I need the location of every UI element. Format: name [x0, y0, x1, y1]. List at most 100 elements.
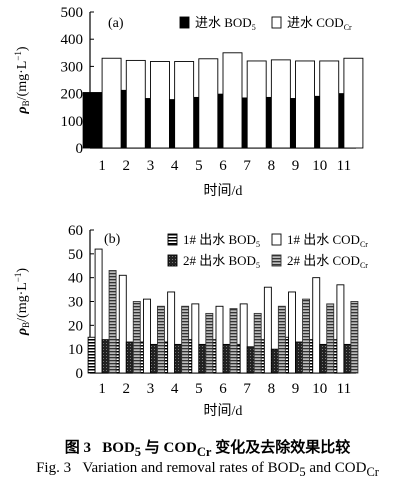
x-tick-label: 1 — [98, 158, 106, 174]
bar-a-series2-day6 — [222, 52, 243, 149]
legend-swatch — [167, 233, 178, 246]
legend-swatch — [271, 254, 282, 267]
bar-a-series2-day3 — [150, 61, 170, 149]
bar-a-series2-day5 — [198, 58, 219, 149]
x-tick-label: 7 — [243, 381, 251, 397]
bar-b-series3-day6 — [222, 343, 231, 374]
bar-b-series2-day2 — [118, 274, 127, 374]
bar-a-series2-day2 — [125, 59, 146, 149]
x-tick-label: 8 — [268, 158, 276, 174]
chart-panel-b: 0 10 20 30 40 50 60 1 2 3 4 5 6 7 8 9 10 11 ρB/(mg·L−1) 时间/… — [13, 223, 368, 419]
bar-b-series4-day6 — [229, 308, 238, 374]
x-axis-title: 时间/d — [204, 183, 243, 199]
legend-label: 2# 出水 BOD5 — [183, 253, 260, 270]
legend-label: 1# 出水 BOD5 — [183, 232, 260, 249]
chart-panel-a: 0 100 200 300 400 500 1 2 3 4 5 6 7 8 9 10 11 ρB/(mg·L−1)… — [13, 5, 364, 199]
y-tick-label: 300 — [61, 59, 84, 75]
figure-caption-english: Fig. 3 Variation and removal rates of BO… — [0, 460, 415, 480]
caption-cn-figure-number: 图 3 — [64, 440, 92, 456]
y-tick-label: 50 — [68, 247, 83, 263]
caption-cn-bod-subscript: 5 — [134, 445, 142, 459]
bar-b-series2-day1 — [94, 248, 103, 374]
bar-b-series3-day1 — [101, 339, 110, 374]
bar-b-series3-day2 — [125, 341, 134, 374]
y-tick-label: 500 — [61, 5, 84, 21]
y-tick-label: 0 — [76, 366, 84, 382]
x-tick-label: 9 — [292, 158, 300, 174]
x-tick-label: 3 — [147, 158, 155, 174]
caption-cn-text: 变化及去除效果比较 — [211, 440, 351, 456]
bar-b-series3-day5 — [198, 343, 207, 374]
legend-label: 1# 出水 CODCr — [287, 232, 368, 249]
bar-b-series2-day3 — [143, 298, 151, 374]
bar-b-series4-day8 — [277, 305, 286, 374]
bar-b-series2-day4 — [167, 291, 176, 374]
bar-a-series2-day7 — [246, 60, 267, 149]
y-tick-label: 10 — [68, 342, 83, 358]
x-tick-label: 4 — [171, 158, 179, 174]
x-tick-label: 7 — [243, 158, 251, 174]
y-axis-title: ρB/(mg·L−1) — [13, 46, 31, 114]
bar-a-series1-day1 — [82, 92, 103, 149]
bar-b-series4-day1 — [108, 270, 117, 374]
bar-b-series2-day8 — [263, 286, 272, 374]
x-tick-label: 2 — [123, 158, 131, 174]
x-tick-label: 8 — [268, 381, 276, 397]
bar-b-series2-day5 — [191, 303, 200, 374]
bar-b-series1-day1 — [87, 336, 96, 374]
bar-b-series4-day11 — [350, 301, 359, 374]
y-tick-label: 200 — [61, 87, 84, 103]
bar-b-series3-day8 — [270, 348, 279, 374]
bar-b-series3-day4 — [174, 343, 183, 374]
x-tick-label: 11 — [337, 381, 351, 397]
legend-label: 进水 BOD5 — [195, 15, 256, 32]
x-tick-label: 11 — [337, 158, 351, 174]
x-tick-label: 10 — [312, 158, 327, 174]
x-tick-label: 5 — [195, 158, 203, 174]
bar-a-series2-day4 — [174, 61, 195, 149]
caption-en-figure-number: Fig. 3 — [36, 460, 72, 476]
x-tick-label: 4 — [171, 381, 179, 397]
caption-en-cod-subscript: Cr — [366, 465, 379, 479]
caption-en-text: Variation and removal rates of BOD — [82, 460, 300, 476]
legend-swatch — [271, 16, 282, 29]
caption-cn-bod: BOD — [102, 440, 135, 456]
panel-label: (b) — [104, 232, 121, 247]
x-tick-label: 3 — [147, 381, 155, 397]
bar-b-series3-day3 — [150, 343, 158, 374]
y-axis-title: ρB/(mg·L−1) — [13, 268, 31, 336]
x-tick-label: 5 — [195, 381, 203, 397]
legend-swatch — [179, 16, 190, 29]
bar-b-series3-day10 — [319, 343, 328, 374]
x-tick-label: 10 — [312, 381, 327, 397]
caption-en-cod: and COD — [305, 460, 367, 476]
x-tick-label: 6 — [219, 158, 227, 174]
bar-b-series2-day7 — [239, 303, 248, 374]
x-tick-label: 9 — [292, 381, 300, 397]
bar-b-series4-day5 — [205, 312, 214, 374]
legend-swatch — [271, 233, 282, 246]
legend-label: 进水 CODCr — [287, 15, 352, 32]
bar-b-series4-day3 — [157, 305, 165, 374]
bar-a-series2-day11 — [343, 57, 364, 149]
bar-a-series2-day9 — [295, 60, 315, 149]
x-tick-label: 2 — [123, 381, 131, 397]
bar-b-series4-day2 — [132, 301, 141, 374]
x-tick-label: 6 — [219, 381, 227, 397]
y-tick-label: 100 — [61, 114, 84, 130]
bar-a-series2-day8 — [270, 59, 291, 149]
bar-b-series2-day6 — [215, 305, 224, 374]
caption-cn-cod: 与 COD — [141, 440, 197, 456]
y-tick-label: 400 — [61, 32, 84, 48]
figure-caption-chinese: 图 3 BOD5 与 CODCr 变化及去除效果比较 — [0, 436, 415, 460]
y-tick-label: 60 — [68, 223, 83, 239]
y-tick-label: 40 — [68, 271, 83, 287]
caption-en-bod-subscript: 5 — [299, 465, 306, 479]
panel-label: (a) — [108, 16, 124, 31]
caption-cn-cod-subscript: Cr — [196, 445, 212, 459]
x-axis-title: 时间/d — [204, 403, 243, 419]
bar-b-series2-day10 — [312, 277, 321, 374]
bar-a-series2-day1 — [101, 57, 122, 149]
legend-label: 2# 出水 CODCr — [287, 253, 368, 270]
